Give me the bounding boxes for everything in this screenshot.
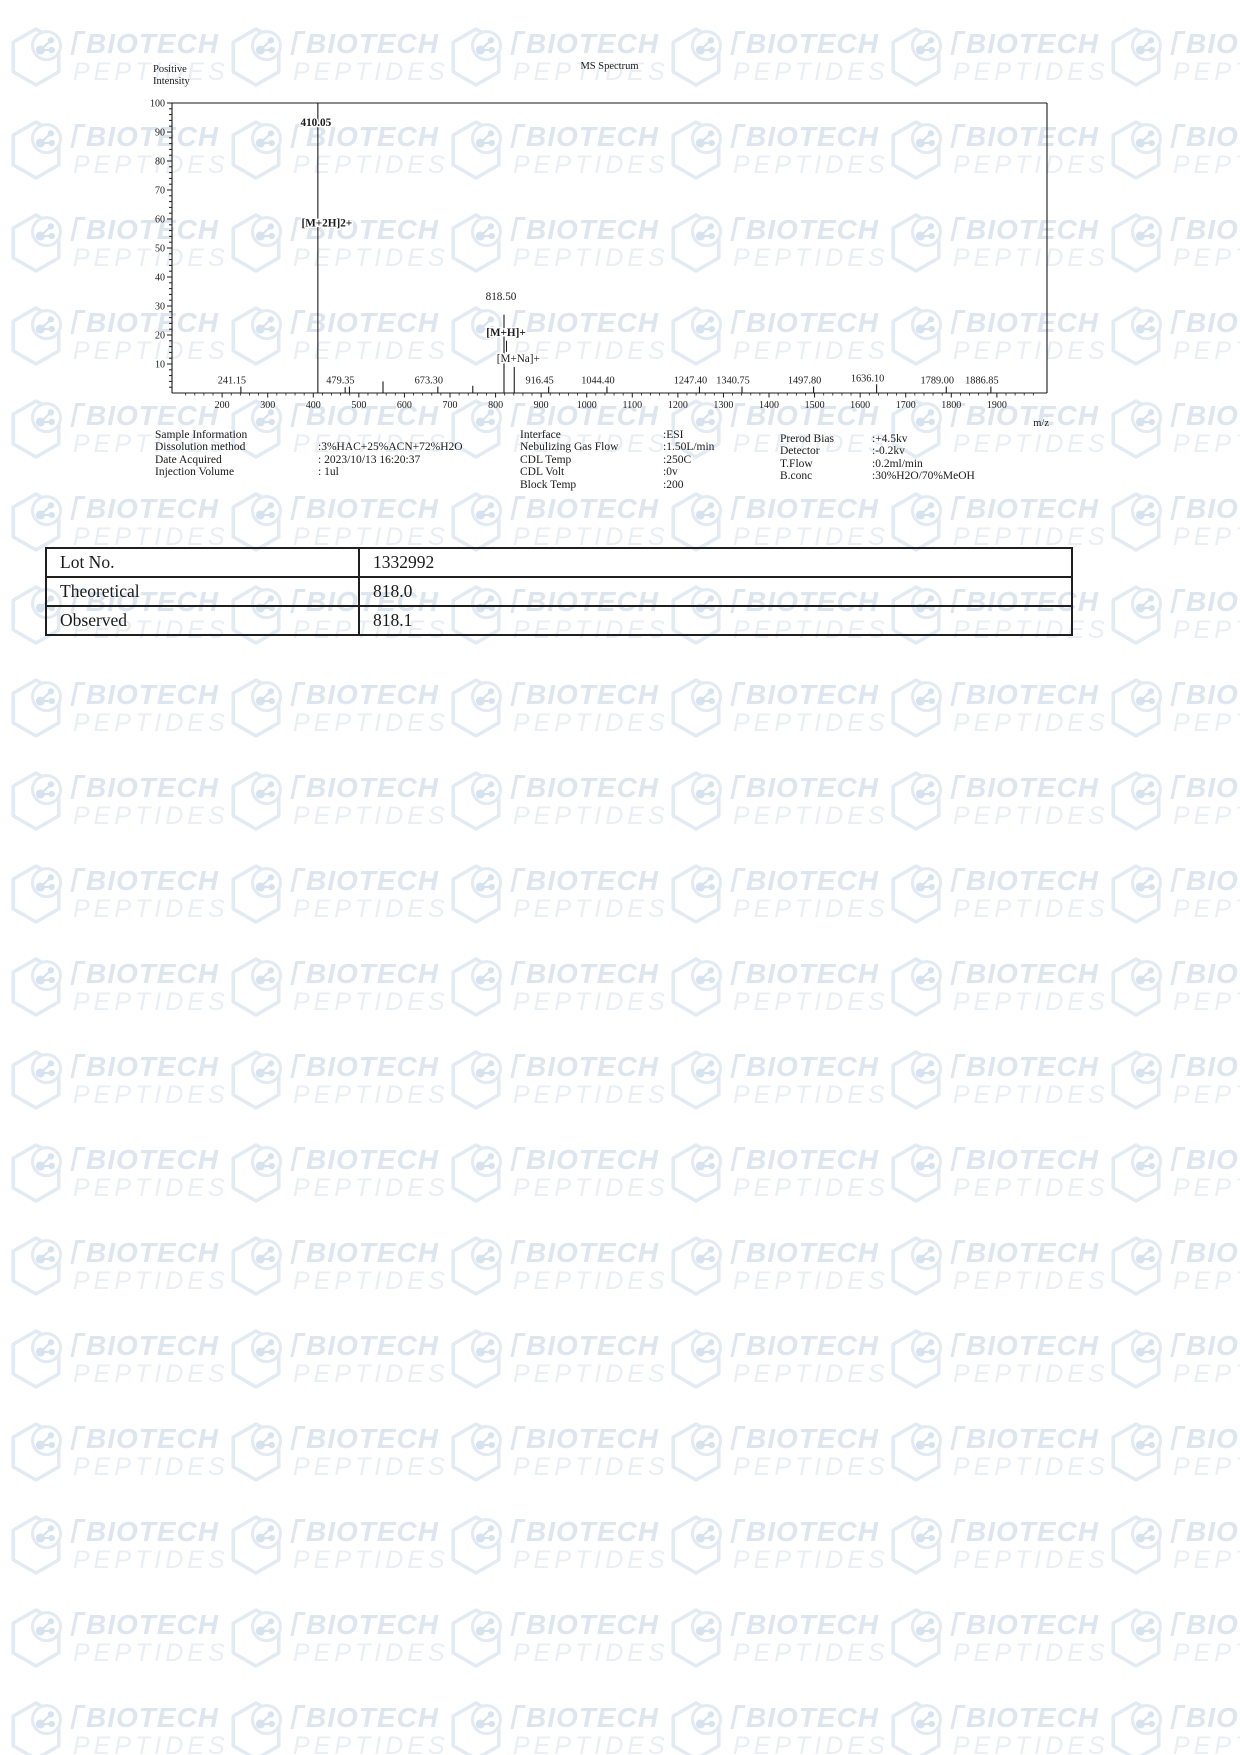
info-value: :30%H2O/70%MeOH [872,470,975,483]
x-axis: 200 300 400 500 600 700 800 900 1000 1100 1200 1300… [185,393,1034,411]
y-axis: 10 20 30 40 50 60 70 80 90 100 [150,99,172,388]
info-value: :200 [663,478,684,491]
info-label: B.conc [780,470,813,483]
svg-text:1400: 1400 [759,400,779,411]
peak-annotation: 410.05 [300,117,331,129]
svg-text:300: 300 [260,400,275,411]
info-label: Dissolution method [155,441,246,454]
svg-text:1900: 1900 [987,400,1007,411]
svg-text:10: 10 [155,360,165,371]
info-value: :0v [663,466,678,479]
info-label: CDL Temp [520,453,572,466]
svg-text:600: 600 [397,400,412,411]
svg-text:700: 700 [442,400,457,411]
row-label: Observed [45,605,360,636]
peak-label: 916.45 [525,376,553,387]
sample-info-column-2: Interface :ESI Nebulizing Gas Flow :1.50L/… [520,429,714,491]
svg-text:900: 900 [534,400,549,411]
peak-label: 1044.40 [581,376,614,387]
svg-text:500: 500 [351,400,366,411]
row-value: 818.0 [358,576,1073,607]
svg-text:50: 50 [155,244,165,255]
info-label: Detector [780,445,820,458]
info-label: Prerod Bias [780,433,834,445]
info-label: T.Flow [780,457,813,470]
info-label: Nebulizing Gas Flow [520,441,619,454]
x-axis-label: m/z [1033,418,1049,429]
y-axis-label: Intensity [153,76,190,87]
table-row: Observed 818.1 [45,605,1073,636]
table-row: Lot No. 1332992 [45,547,1073,578]
sample-info-column-3: Prerod Bias :+4.5kv Detector :-0.2kv T.Flo… [780,433,975,483]
plot-frame [171,102,1048,394]
peak-label: 1789.00 [921,376,954,387]
peak-label: 1497.80 [788,376,821,387]
svg-text:800: 800 [488,400,503,411]
peak-label: 1247.40 [674,376,707,387]
peak-label: 241.15 [218,376,246,387]
svg-text:1000: 1000 [577,400,597,411]
svg-text:60: 60 [155,215,165,226]
info-label: Date Acquired [155,453,222,466]
peak-annotation: [M+2H]2+ [302,217,353,229]
svg-text:1800: 1800 [941,400,961,411]
svg-text:200: 200 [215,400,230,411]
info-value: :1.50L/min [663,441,715,454]
peak-annotation: [M+Na]+ [497,353,540,365]
y-axis-label: Positive [153,64,187,75]
peak-label: 1340.75 [716,376,749,387]
sample-info-header: Sample Information [155,429,248,441]
annotations: 410.05 [M+2H]2+ 818.50 [M+H]+ [M+Na]+ [299,116,541,367]
svg-text:1200: 1200 [668,400,688,411]
results-table: Lot No. 1332992 Theoretical 818.0 Observ… [45,547,1073,636]
info-value: : 2023/10/13 16:20:37 [318,453,421,466]
svg-text:400: 400 [306,400,321,411]
svg-text:100: 100 [150,99,165,110]
table-row: Theoretical 818.0 [45,576,1073,607]
svg-text:20: 20 [155,331,165,342]
info-value: :+4.5kv [872,433,908,445]
info-label: Block Temp [520,478,577,491]
row-label: Theoretical [45,576,360,607]
info-value: :250C [663,453,692,466]
svg-text:40: 40 [155,273,165,284]
peak-label: 479.35 [326,376,354,387]
peaks: 241.15 479.35 673.30 916.45 1044.40 1247.40 13… [218,103,999,393]
peak-label: 673.30 [415,376,443,387]
row-label: Lot No. [45,547,360,578]
svg-text:1100: 1100 [622,400,642,411]
ms-spectrum-chart: MS Spectrum Positive Intensity m/z 10 20 30 40 5… [150,55,1060,433]
peak-label: 1636.10 [851,373,884,384]
info-label: CDL Volt [520,466,565,479]
peak-annotation: 818.50 [486,291,517,303]
svg-text:70: 70 [155,186,165,197]
info-value: :ESI [663,429,684,441]
info-value: :0.2ml/min [872,457,923,470]
svg-text:1700: 1700 [896,400,916,411]
svg-text:30: 30 [155,302,165,313]
svg-text:80: 80 [155,157,165,168]
chart-title: MS Spectrum [580,61,638,72]
svg-text:1500: 1500 [805,400,825,411]
svg-text:1600: 1600 [850,400,870,411]
row-value: 818.1 [358,605,1073,636]
info-value: :3%HAC+25%ACN+72%H2O [318,441,463,454]
sample-info-column-1: Sample Information Dissolution method :3%… [155,429,463,479]
svg-text:1300: 1300 [713,400,733,411]
row-value: 1332992 [358,547,1073,578]
peak-label: 1886.85 [965,376,998,387]
peak-annotation: [M+H]+ [486,327,525,339]
info-value: : 1ul [318,466,339,479]
svg-text:90: 90 [155,128,165,139]
info-label: Injection Volume [155,466,235,479]
info-label: Interface [520,429,561,441]
info-value: :-0.2kv [872,445,905,458]
